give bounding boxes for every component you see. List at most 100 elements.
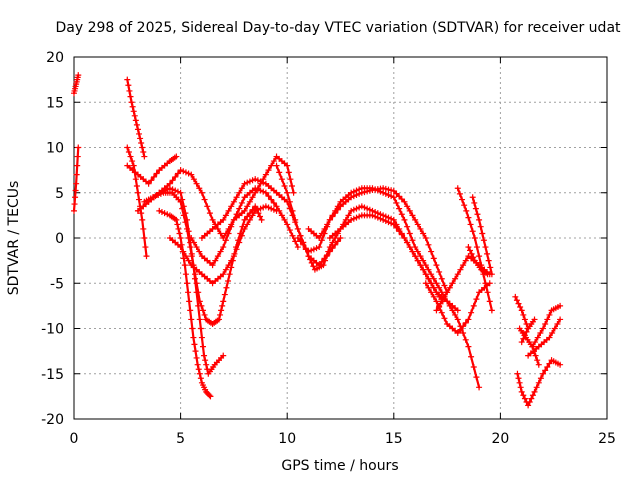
data-point-marker: [382, 185, 389, 192]
data-point-marker: [268, 205, 275, 212]
data-point-marker: [396, 228, 403, 235]
data-point-marker: [174, 170, 181, 177]
data-point-marker: [470, 363, 477, 370]
data-point-marker: [238, 185, 245, 192]
data-point-marker: [348, 207, 355, 214]
data-point-marker: [532, 352, 539, 359]
data-point-marker: [535, 361, 542, 368]
data-point-marker: [353, 205, 360, 212]
data-point-marker: [174, 188, 181, 195]
data-point-marker: [526, 399, 533, 406]
series-s11: [188, 185, 301, 269]
data-point-marker: [183, 216, 190, 223]
data-point-marker: [537, 375, 544, 382]
data-point-marker: [238, 232, 245, 239]
y-axis-label: SDTVAR / TECUs: [6, 181, 22, 296]
series-s19: [465, 244, 491, 278]
data-point-marker: [246, 216, 253, 223]
data-point-marker: [285, 169, 292, 176]
data-point-marker: [190, 334, 197, 341]
data-point-marker: [278, 212, 285, 219]
data-point-marker: [129, 158, 136, 165]
y-tick-label: -10: [41, 322, 64, 338]
data-point-marker: [225, 262, 232, 269]
data-point-marker: [428, 289, 435, 296]
data-point-marker: [131, 112, 138, 119]
data-point-marker: [72, 194, 79, 201]
y-tick-label: 0: [55, 231, 64, 247]
data-point-marker: [422, 235, 429, 241]
data-point-marker: [356, 190, 363, 197]
data-point-marker: [544, 363, 551, 370]
data-point-marker: [540, 325, 547, 332]
data-point-marker: [226, 271, 233, 278]
data-point-marker: [169, 186, 176, 193]
data-point-marker: [428, 248, 435, 255]
data-point-marker: [197, 325, 204, 332]
data-point-marker: [134, 189, 141, 196]
data-point-marker: [517, 384, 524, 391]
data-point-marker: [173, 216, 180, 223]
data-point-marker: [436, 268, 443, 275]
data-point-marker: [268, 162, 275, 169]
data-point-marker: [244, 213, 251, 220]
series-s03: [124, 76, 148, 160]
data-point-marker: [198, 334, 205, 341]
data-point-marker: [350, 206, 357, 213]
data-point-marker: [185, 289, 192, 296]
data-point-marker: [406, 207, 413, 214]
data-point-marker: [188, 171, 195, 178]
data-point-marker: [454, 307, 461, 314]
data-point-marker: [332, 210, 339, 217]
data-point-marker: [554, 320, 561, 327]
data-point-marker: [286, 227, 293, 234]
data-point-marker: [125, 149, 132, 156]
data-point-marker: [470, 254, 477, 261]
data-point-marker: [473, 244, 480, 251]
data-point-marker: [181, 262, 188, 269]
data-point-marker: [156, 207, 163, 214]
data-point-marker: [166, 185, 173, 192]
series-s05: [124, 153, 180, 187]
data-point-marker: [233, 246, 240, 253]
data-point-marker: [72, 187, 79, 194]
data-point-marker: [262, 171, 269, 178]
data-point-marker: [385, 219, 392, 226]
data-point-marker: [164, 211, 171, 218]
data-point-marker: [258, 216, 265, 223]
data-point-marker: [222, 266, 229, 273]
data-point-marker: [174, 221, 181, 228]
data-point-marker: [477, 223, 484, 230]
data-point-marker: [236, 189, 243, 196]
data-point-marker: [132, 117, 139, 124]
data-point-marker: [540, 370, 547, 377]
data-point-marker: [139, 216, 146, 223]
data-point-marker: [318, 230, 325, 237]
data-point-marker: [520, 392, 527, 399]
data-point-marker: [212, 257, 219, 264]
data-point-marker: [425, 241, 432, 248]
data-point-marker: [356, 204, 363, 211]
series-s04: [124, 144, 150, 260]
y-tick-label: 15: [46, 95, 64, 111]
data-point-marker: [465, 214, 472, 221]
data-point-marker: [230, 216, 237, 223]
data-point-marker: [326, 216, 333, 223]
data-point-marker: [202, 357, 209, 364]
data-point-marker: [482, 280, 489, 287]
data-point-marker: [173, 153, 180, 160]
data-point-marker: [412, 216, 419, 223]
data-point-marker: [186, 298, 193, 305]
data-point-marker: [479, 230, 486, 237]
data-point-marker: [177, 244, 184, 251]
data-point-marker: [414, 248, 421, 255]
data-point-marker: [484, 289, 491, 296]
data-point-marker: [316, 244, 323, 251]
data-point-marker: [182, 271, 189, 278]
data-point-marker: [412, 253, 419, 260]
data-point-marker: [193, 244, 200, 251]
data-point-marker: [209, 262, 216, 269]
series-s21: [469, 194, 495, 278]
grid: [74, 57, 607, 419]
data-point-marker: [287, 176, 294, 183]
